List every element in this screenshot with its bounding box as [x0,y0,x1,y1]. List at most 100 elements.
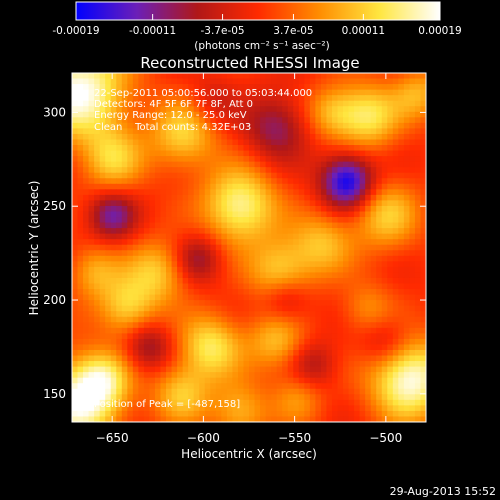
heatmap-cell [354,161,361,168]
heatmap-cell [298,366,305,373]
heatmap-cell [204,377,211,384]
heatmap-cell [315,194,322,202]
heatmap-cell [138,300,145,307]
heatmap-cell [359,305,366,312]
heatmap-cell [210,266,217,274]
heatmap-cell [232,289,239,296]
heatmap-cell [105,150,112,157]
heatmap-cell [83,266,90,274]
heatmap-cell [387,205,394,213]
heatmap-cell [298,410,305,418]
heatmap-cell [132,139,139,146]
heatmap-cell [254,322,261,329]
heatmap-cell [420,117,426,124]
heatmap-cell [105,156,112,163]
heatmap-cell [304,145,311,152]
heatmap-cell [232,277,239,285]
heatmap-cell [331,228,339,235]
heatmap-cell [337,233,344,240]
heatmap-cell [149,211,156,218]
heatmap-cell [287,233,294,240]
heatmap-cell [243,327,250,334]
heatmap-cell [387,95,394,102]
heatmap-cell [387,383,394,390]
heatmap-cell [127,322,134,329]
heatmap-cell [249,239,256,246]
heatmap-cell [392,383,399,390]
heatmap-cell [188,239,195,246]
heatmap-cell [188,283,195,290]
heatmap-cell [409,344,416,351]
heatmap-cell [326,145,333,152]
heatmap-cell [232,95,239,102]
heatmap-cell [160,145,167,152]
heatmap-cell [160,217,167,224]
heatmap-cell [226,150,234,157]
heatmap-cell [343,300,350,307]
heatmap-cell [359,111,366,118]
heatmap-cell [199,366,206,373]
heatmap-cell [381,316,388,323]
heatmap-cell [398,133,405,141]
heatmap-cell [315,266,322,274]
heatmap-cell [348,316,355,323]
heatmap-cell [260,361,267,368]
heatmap-cell [127,277,134,285]
heatmap-cell [354,388,361,395]
plot-timestamp: 29-Aug-2013 15:52 [390,485,496,498]
heatmap-cell [320,361,328,368]
heatmap-cell [343,361,350,368]
heatmap-cell [193,289,200,296]
heatmap-cell [254,106,261,113]
heatmap-cell [154,355,162,362]
heatmap-cell [376,128,383,135]
heatmap-cell [282,233,289,240]
heatmap-cell [83,344,90,351]
heatmap-cell [392,244,399,251]
heatmap-cell [204,145,211,152]
heatmap-cell [193,366,200,373]
heatmap-cell [177,122,184,129]
heatmap-cell [409,156,416,163]
heatmap-cell [72,416,79,422]
heatmap-cell [154,200,162,207]
heatmap-cell [210,377,217,384]
heatmap-cell [116,410,123,418]
heatmap-cell [110,283,117,290]
heatmap-cell [77,416,84,422]
heatmap-cell [260,322,267,329]
heatmap-cell [210,150,217,157]
heatmap-cell [199,145,206,152]
heatmap-cell [365,327,372,334]
heatmap-cell [121,416,128,422]
heatmap-cell [260,167,267,174]
heatmap-cell [381,239,388,246]
heatmap-cell [381,277,388,285]
heatmap-cell [243,383,250,390]
heatmap-cell [320,300,328,307]
heatmap-cell [121,89,128,96]
heatmap-cell [88,255,95,262]
heatmap-cell [199,383,206,390]
heatmap-cell [193,200,200,207]
heatmap-cell [370,255,377,262]
heatmap-cell [182,388,189,395]
heatmap-cell [403,217,411,224]
heatmap-cell [315,399,322,406]
heatmap-cell [414,106,422,113]
heatmap-cell [154,316,162,323]
heatmap-cell [132,73,139,80]
heatmap-cell [392,372,399,379]
heatmap-cell [188,305,195,312]
heatmap-cell [326,161,333,168]
heatmap-cell [188,289,195,296]
heatmap-cell [77,300,84,307]
heatmap-cell [94,338,101,346]
heatmap-cell [348,338,355,346]
heatmap-cell [249,344,256,351]
heatmap-cell [193,84,200,91]
heatmap-cell [215,394,222,401]
heatmap-cell [226,305,234,312]
heatmap-cell [154,194,162,202]
heatmap-cell [72,289,79,296]
